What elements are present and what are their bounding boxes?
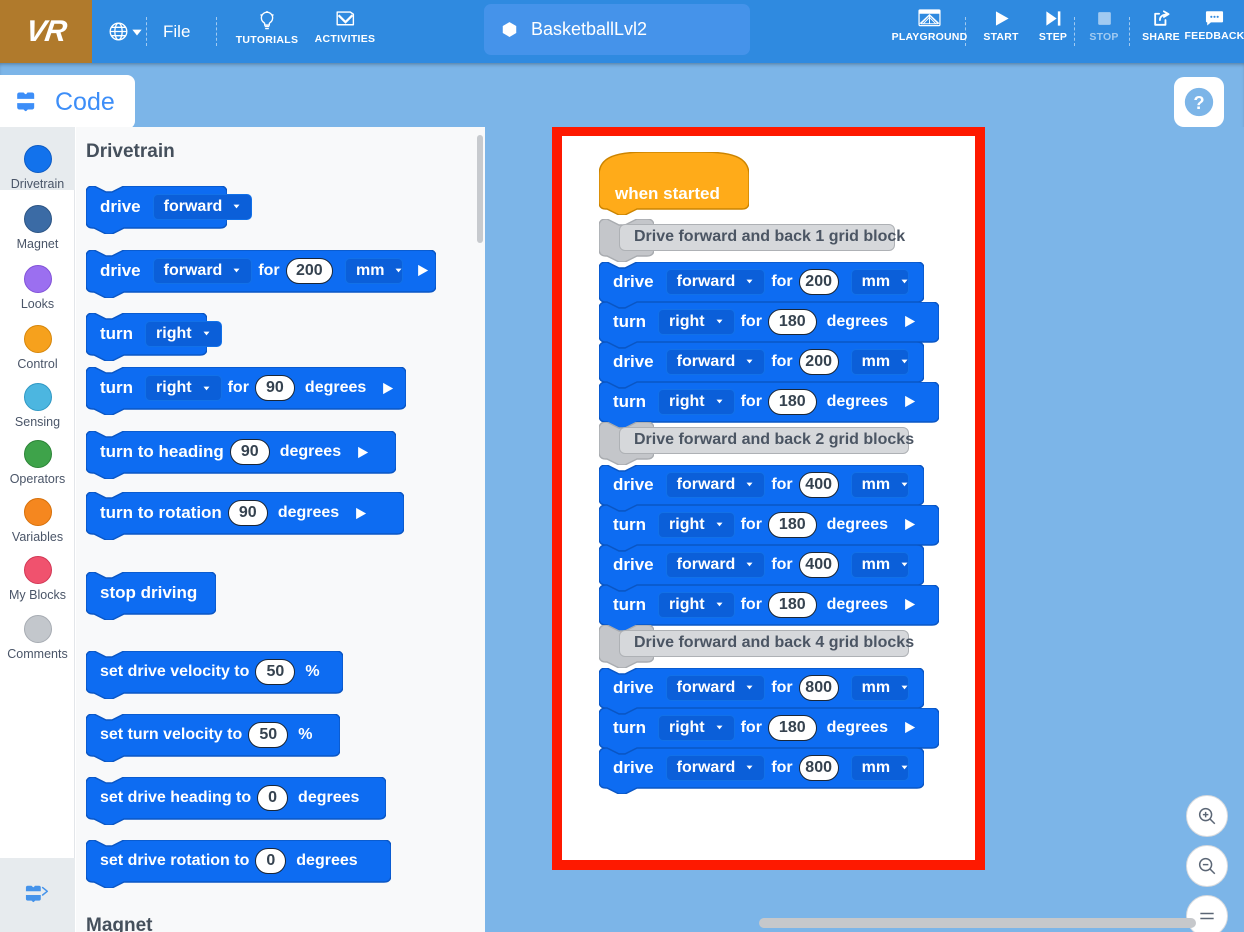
svg-text:?: ? <box>1193 92 1204 113</box>
